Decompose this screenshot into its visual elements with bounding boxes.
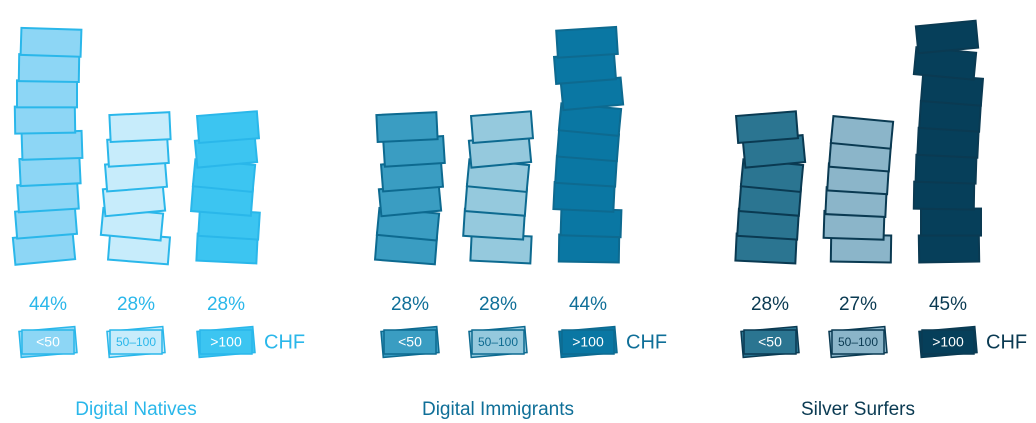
value-label: 45% bbox=[929, 294, 967, 315]
card bbox=[197, 111, 259, 143]
unit-label: CHF bbox=[986, 331, 1027, 353]
card bbox=[917, 128, 978, 158]
group-title: Digital Natives bbox=[75, 399, 196, 420]
bar bbox=[463, 111, 533, 263]
legend-label: >100 bbox=[210, 334, 242, 350]
bar bbox=[553, 27, 623, 263]
value-label: 44% bbox=[569, 294, 607, 315]
card bbox=[17, 80, 77, 107]
card bbox=[471, 111, 533, 143]
bar bbox=[13, 28, 83, 265]
card bbox=[109, 112, 170, 142]
group-title: Silver Surfers bbox=[801, 399, 915, 420]
legend-label: 50–100 bbox=[478, 335, 518, 349]
value-label: 28% bbox=[391, 294, 429, 315]
legend-label: <50 bbox=[398, 334, 422, 350]
legend-label: <50 bbox=[36, 334, 60, 350]
bar bbox=[824, 116, 894, 262]
unit-label: CHF bbox=[264, 331, 305, 353]
card bbox=[736, 111, 798, 143]
bar bbox=[735, 111, 805, 263]
legend-label: >100 bbox=[932, 334, 964, 350]
card bbox=[19, 54, 79, 82]
value-label: 27% bbox=[839, 294, 877, 315]
card bbox=[15, 106, 75, 134]
card bbox=[19, 156, 80, 186]
legend-label: <50 bbox=[758, 334, 782, 350]
card bbox=[919, 235, 979, 263]
unit-label: CHF bbox=[626, 331, 667, 353]
bar bbox=[914, 21, 983, 263]
card bbox=[916, 21, 978, 54]
bar bbox=[375, 112, 445, 264]
card bbox=[831, 116, 893, 149]
value-label: 44% bbox=[29, 294, 67, 315]
group-title: Digital Immigrants bbox=[422, 399, 574, 420]
card bbox=[376, 112, 437, 142]
card bbox=[556, 27, 618, 58]
value-label: 28% bbox=[207, 294, 245, 315]
legend-label: 50–100 bbox=[838, 335, 878, 349]
legend-label: 50–100 bbox=[116, 335, 156, 349]
card bbox=[559, 235, 619, 263]
value-label: 28% bbox=[751, 294, 789, 315]
bar bbox=[101, 112, 171, 264]
legend-label: >100 bbox=[572, 334, 604, 350]
card bbox=[916, 155, 977, 184]
card bbox=[921, 209, 981, 236]
card bbox=[22, 131, 83, 160]
value-label: 28% bbox=[117, 294, 155, 315]
chart: 44% <50 28% 50–100 28% >100 CHF Digital Natives… bbox=[0, 0, 1036, 423]
card bbox=[21, 28, 82, 57]
card bbox=[914, 182, 974, 210]
bar bbox=[191, 111, 260, 263]
value-label: 28% bbox=[479, 294, 517, 315]
